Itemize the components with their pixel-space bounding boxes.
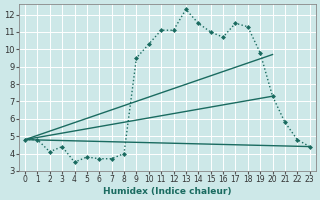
- X-axis label: Humidex (Indice chaleur): Humidex (Indice chaleur): [103, 187, 232, 196]
